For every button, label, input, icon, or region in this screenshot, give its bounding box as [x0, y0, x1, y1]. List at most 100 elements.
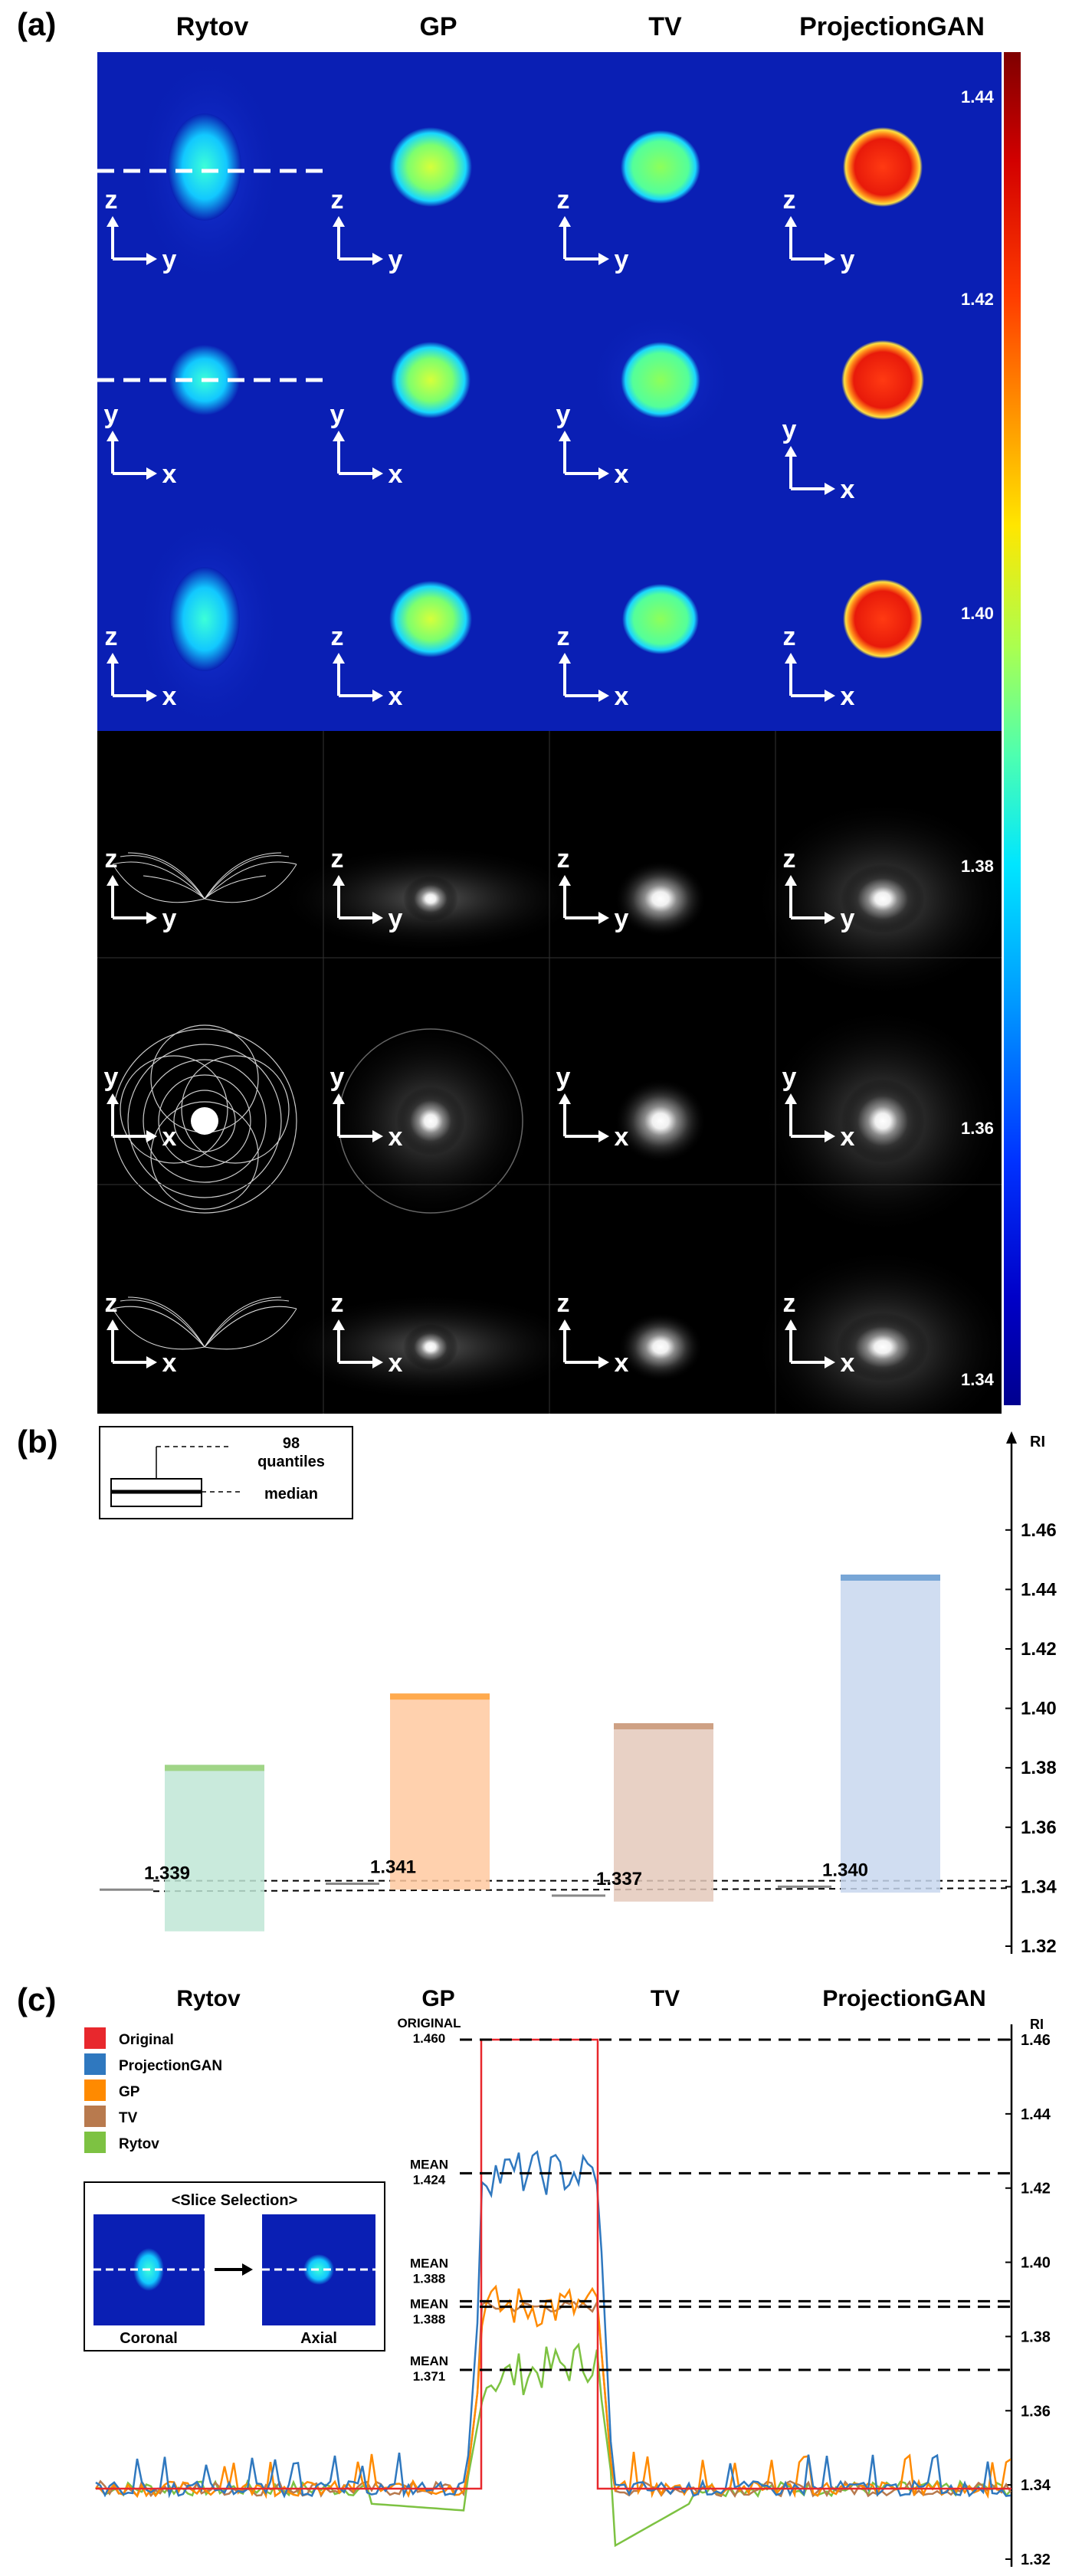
axis-horizontal-label: y — [841, 245, 855, 274]
gp-fourier-center-yx — [396, 1086, 465, 1155]
axis-horizontal-label: x — [615, 1122, 629, 1152]
grid-separators — [97, 731, 1002, 1414]
axis-horizontal-label: x — [162, 1122, 177, 1152]
axis-vertical-label: z — [557, 1289, 570, 1318]
gp-fourier-center-zy — [403, 876, 458, 922]
slice-arrow-head — [242, 2263, 253, 2276]
axis-indicator: zx — [105, 622, 177, 711]
colorbar-tick: 1.42 — [961, 290, 994, 309]
mean-label: MEAN — [410, 2256, 448, 2271]
gp-zy-cell — [389, 127, 472, 207]
axis-indicator: zx — [783, 622, 855, 711]
axis-indicator: zx — [105, 1289, 177, 1378]
axis-vertical-label: y — [782, 1063, 797, 1092]
axis-vertical-label: z — [783, 622, 796, 651]
gp-yx-cell — [391, 342, 471, 418]
tv-fourier-center-zx — [618, 1313, 703, 1381]
axis-vertical-label: z — [557, 185, 570, 215]
projectiongan-yx-cell — [841, 340, 924, 420]
mean-label: MEAN — [410, 2297, 448, 2312]
box-plot-chart: 98 quantiles median RI 1.32 1.34 1.36 1.38 1.… — [99, 1426, 1057, 1957]
legend-quantile-label-1: 98 — [283, 1435, 300, 1452]
box-spread — [390, 1693, 490, 1890]
c-tick-label: 1.44 — [1021, 2106, 1051, 2123]
axis-horizontal-label: y — [841, 904, 855, 933]
c-tick-label: 1.46 — [1021, 2032, 1051, 2049]
panel-c-label: (c) — [17, 1981, 57, 2017]
colorbar — [1004, 52, 1021, 1405]
axis-vertical-label: z — [105, 622, 118, 651]
b-boxes: 1.339 1.341 1.337 1.340 — [100, 1575, 1012, 1932]
colorbar-tick: 1.44 — [961, 87, 994, 107]
axis-indicator: zy — [105, 185, 177, 274]
rytov-zy-cell — [168, 113, 241, 221]
axis-indicator: zx — [557, 622, 629, 711]
b-reference-line — [152, 1887, 1012, 1893]
axis-vertical-label: z — [331, 1289, 344, 1318]
axis-vertical-label: y — [330, 400, 345, 429]
tv-yx-cell — [621, 342, 700, 418]
slice-coronal-label: Coronal — [120, 2330, 178, 2347]
axis-horizontal-label: y — [389, 904, 403, 933]
box-top — [165, 1765, 264, 1771]
legend-label: ProjectionGAN — [119, 2058, 222, 2074]
axis-horizontal-label: x — [615, 682, 629, 711]
box-median-label: 1.341 — [370, 1857, 416, 1878]
legend-swatch — [84, 2132, 106, 2153]
column-header-projectiongan: ProjectionGAN — [799, 12, 985, 41]
b-tick-label: 1.34 — [1021, 1876, 1057, 1897]
axis-horizontal-label: x — [841, 682, 855, 711]
rytov-fourier-yx — [112, 1024, 297, 1214]
b-tick-label: 1.38 — [1021, 1758, 1057, 1778]
axis-indicator: zy — [557, 844, 629, 933]
axis-vertical-label: z — [331, 185, 344, 215]
legend-quantile-label-2: quantiles — [257, 1454, 325, 1470]
legend-swatch — [84, 2106, 106, 2127]
column-header-rytov: Rytov — [175, 12, 249, 41]
axis-indicators: zyzyzyzyyxyxyxyxzxzxzxzxzyzyzyzyyxyxyxyx… — [104, 185, 855, 1378]
b-tick-label: 1.36 — [1021, 1817, 1057, 1838]
c-tick-label: 1.42 — [1021, 2181, 1051, 2197]
axis-indicator: yx — [556, 400, 629, 489]
axis-vertical-label: z — [105, 185, 118, 215]
axis-vertical-label: z — [105, 844, 118, 873]
pg-fourier-center-zx — [837, 1313, 929, 1381]
axis-vertical-label: z — [331, 844, 344, 873]
c-column-header-rytov: Rytov — [176, 1986, 241, 2011]
mean-value: 1.371 — [413, 2369, 446, 2384]
legend-label: Original — [119, 2032, 174, 2048]
rytov-fourier-zx — [112, 1296, 297, 1350]
legend-swatch — [84, 2027, 106, 2049]
axis-indicator: zx — [331, 1289, 403, 1378]
mean-label: MEAN — [410, 2157, 448, 2171]
box-top — [390, 1693, 490, 1700]
pg-fourier-center-zy — [841, 864, 925, 933]
box-spread — [165, 1765, 264, 1932]
box-spread — [841, 1575, 940, 1893]
axis-horizontal-label: x — [162, 1349, 177, 1378]
profile-line — [95, 2150, 1012, 2499]
rytov-zx-cell — [169, 567, 240, 671]
legend-label: Rytov — [119, 2136, 159, 2152]
colorbar-tick: 1.36 — [961, 1119, 994, 1138]
axis-horizontal-label: y — [389, 245, 403, 274]
panel-a-label: (a) — [17, 6, 57, 42]
projectiongan-zy-cell — [843, 127, 923, 207]
colorbar-tick: 1.34 — [961, 1370, 994, 1389]
axis-vertical-label: z — [105, 1289, 118, 1318]
axis-horizontal-label: x — [162, 682, 177, 711]
axis-indicator: zy — [557, 185, 629, 274]
legend-swatch — [84, 2053, 106, 2075]
axis-horizontal-label: x — [162, 460, 177, 489]
axis-vertical-label: y — [104, 1063, 119, 1092]
axis-horizontal-label: y — [615, 904, 629, 933]
axis-horizontal-label: x — [615, 460, 629, 489]
axis-vertical-label: z — [783, 185, 796, 215]
box-median-label: 1.337 — [596, 1869, 642, 1889]
axis-indicator: yx — [782, 1063, 855, 1152]
axis-indicator: zy — [105, 844, 177, 933]
pg-fourier-center-yx — [841, 1079, 925, 1163]
axis-indicator: zx — [783, 1289, 855, 1378]
c-column-header-projectiongan: ProjectionGAN — [822, 1986, 986, 2011]
c-tick-label: 1.38 — [1021, 2329, 1051, 2345]
